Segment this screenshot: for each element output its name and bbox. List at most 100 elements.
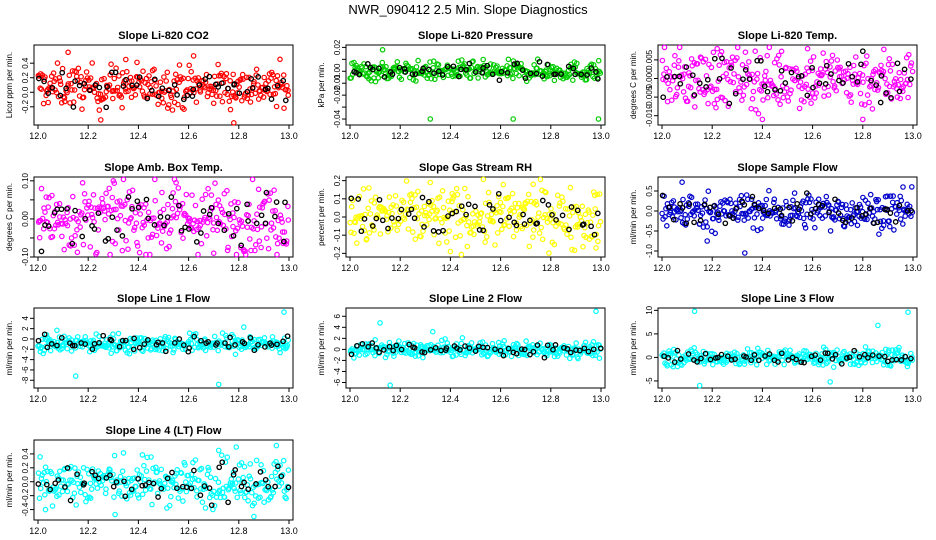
reference-point (148, 87, 155, 94)
data-point (754, 211, 760, 217)
reference-point (677, 80, 684, 87)
reference-point (128, 486, 135, 493)
reference-point (57, 92, 64, 99)
reference-point (732, 90, 739, 97)
reference-point (594, 210, 601, 217)
reference-point (230, 471, 237, 478)
reference-point (572, 71, 578, 78)
data-point (687, 73, 693, 79)
reference-point (164, 475, 171, 482)
reference-point (49, 84, 56, 91)
x-tick-label: 12.4 (130, 263, 148, 273)
data-point (212, 475, 219, 482)
data-point (712, 230, 719, 237)
x-tick-label: 12.2 (79, 131, 97, 141)
data-point (261, 499, 267, 506)
reference-point (168, 194, 175, 200)
x-tick-label: 12.6 (804, 263, 822, 273)
reference-point (215, 220, 222, 227)
reference-point (174, 92, 180, 98)
data-point (37, 454, 43, 460)
x-tick-label: 12.2 (703, 131, 721, 141)
data-point (109, 194, 116, 201)
reference-point (112, 69, 119, 76)
x-tick-label: 12.6 (492, 263, 510, 273)
data-point (739, 97, 745, 104)
data-point (464, 243, 471, 250)
x-tick-label: 12.8 (230, 394, 248, 404)
reference-point (439, 71, 446, 78)
data-point (175, 185, 182, 191)
data-point (591, 75, 598, 82)
data-point-outlier (530, 181, 537, 188)
data-point (107, 251, 113, 258)
data-point (38, 475, 45, 482)
data-point (215, 197, 222, 203)
data-point (136, 495, 142, 501)
reference-point (666, 204, 673, 211)
reference-point (848, 215, 855, 221)
data-point (456, 202, 463, 209)
data-point (743, 64, 750, 71)
data-point (277, 212, 284, 219)
y-axis-label: percent per min. (317, 188, 326, 246)
data-point (138, 335, 145, 341)
data-point-outlier (190, 53, 197, 59)
data-point (56, 492, 62, 498)
data-point (203, 233, 210, 239)
reference-point (908, 207, 914, 214)
reference-point (450, 63, 457, 70)
data-point (848, 99, 855, 106)
reference-point (215, 84, 222, 90)
reference-point (836, 77, 842, 84)
data-point (129, 187, 136, 194)
data-point (78, 73, 84, 80)
reference-point (64, 205, 70, 212)
y-tick-label: 0.00 (21, 211, 30, 227)
reference-point (527, 351, 533, 358)
reference-point (389, 215, 395, 221)
reference-point (412, 71, 419, 77)
reference-point (365, 343, 372, 350)
data-point (392, 193, 399, 199)
data-point (597, 218, 604, 225)
data-point (134, 492, 141, 498)
reference-point (52, 480, 59, 487)
reference-point (176, 336, 183, 342)
data-point (457, 233, 464, 239)
reference-point (188, 485, 195, 492)
reference-point (683, 220, 690, 227)
reference-point (222, 340, 228, 346)
reference-point (703, 84, 709, 90)
reference-point (775, 359, 781, 365)
data-point (442, 336, 448, 342)
reference-point (732, 356, 738, 362)
reference-point (43, 481, 50, 488)
reference-point (804, 92, 811, 99)
reference-point (174, 485, 180, 492)
data-point (274, 251, 280, 258)
data-point (284, 82, 290, 89)
data-point (566, 71, 573, 78)
reference-point (691, 92, 698, 98)
data-point (247, 461, 254, 467)
data-point (471, 231, 477, 238)
reference-point (197, 492, 204, 499)
data-point (780, 221, 787, 228)
data-point (431, 231, 437, 238)
reference-point (697, 217, 704, 224)
reference-point (426, 66, 432, 73)
data-point (828, 58, 835, 64)
x-tick-label: 12.0 (341, 394, 359, 404)
x-tick-label: 12.8 (854, 131, 872, 141)
reference-point (432, 344, 439, 351)
reference-point (486, 202, 493, 208)
data-point (227, 78, 234, 84)
reference-point (733, 205, 739, 212)
data-point (245, 212, 252, 219)
data-point (252, 247, 258, 254)
data-point (854, 222, 861, 229)
